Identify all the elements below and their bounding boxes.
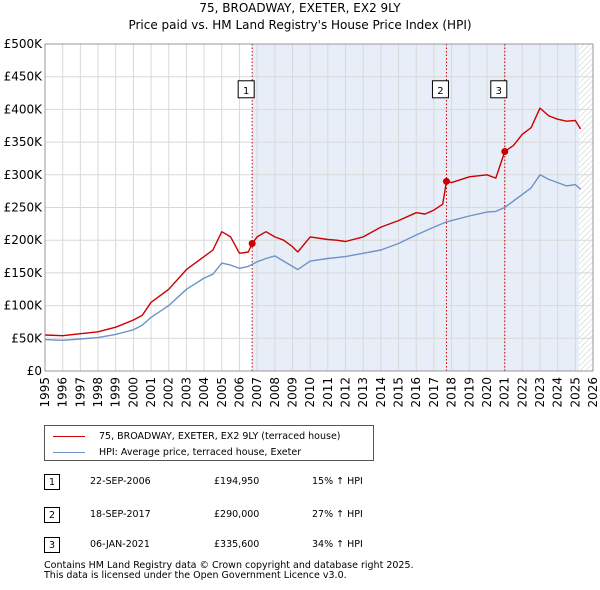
sale-hpi-change: 34% ↑ HPI xyxy=(312,539,363,550)
x-tick-label: 1997 xyxy=(73,377,87,408)
y-tick-label: £50K xyxy=(11,331,43,345)
legend-label-hpi: HPI: Average price, terraced house, Exet… xyxy=(99,446,302,458)
sale-number-box xyxy=(431,80,449,99)
y-tick-label: £100K xyxy=(4,299,44,313)
sale-date: 18-SEP-2017 xyxy=(90,509,151,520)
x-tick-label: 2005 xyxy=(215,377,229,408)
y-tick-label: £250K xyxy=(4,201,44,215)
x-tick-label: 2019 xyxy=(462,377,476,408)
sale-number-box xyxy=(237,80,255,99)
chart-subtitle: Price paid vs. HM Land Registry's House … xyxy=(128,18,471,32)
x-tick-label: 2026 xyxy=(586,377,600,408)
x-tick-label: 2000 xyxy=(126,377,140,408)
y-tick-label: £500K xyxy=(4,37,44,51)
sale-number-badge: 3 xyxy=(44,537,60,553)
legend-swatch-hpi xyxy=(53,451,85,453)
x-tick-label: 2003 xyxy=(179,377,193,408)
sale-row: 3 06-JAN-2021 £335,600 34% ↑ HPI xyxy=(44,535,384,555)
sale-point xyxy=(248,240,256,248)
sale-hpi-change: 27% ↑ HPI xyxy=(312,509,363,520)
x-tick-label: 2020 xyxy=(480,377,494,408)
chart: 75, BROADWAY, EXETER, EX2 9LY Price paid… xyxy=(4,1,600,408)
x-tick-label: 2022 xyxy=(515,377,529,408)
sale-row: 2 18-SEP-2017 £290,000 27% ↑ HPI xyxy=(44,505,384,525)
x-tick-label: 2001 xyxy=(144,377,158,408)
sale-date: 06-JAN-2021 xyxy=(90,539,150,550)
chart-title: 75, BROADWAY, EXETER, EX2 9LY xyxy=(199,1,401,15)
legend-item-hpi: HPI: Average price, terraced house, Exet… xyxy=(53,444,301,460)
x-tick-label: 2006 xyxy=(232,377,246,408)
x-tick-label: 2013 xyxy=(356,377,370,408)
x-tick-label: 2024 xyxy=(551,377,565,408)
sale-number-label: 1 xyxy=(243,86,249,97)
sale-point xyxy=(442,177,450,185)
legend-item-price: 75, BROADWAY, EXETER, EX2 9LY (terraced … xyxy=(53,428,341,444)
price-series-line xyxy=(44,107,582,337)
sale-number-badge: 2 xyxy=(44,507,60,523)
x-tick-label: 1999 xyxy=(109,377,123,408)
x-tick-label: 2025 xyxy=(568,377,582,408)
x-tick-label: 1995 xyxy=(38,377,52,408)
y-tick-label: £300K xyxy=(4,168,44,182)
x-tick-label: 2008 xyxy=(268,377,282,408)
sale-number-label: 2 xyxy=(437,86,443,97)
legend-label-price: 75, BROADWAY, EXETER, EX2 9LY (terraced … xyxy=(99,430,341,442)
footer-licence: This data is licensed under the Open Gov… xyxy=(44,570,347,581)
hpi-series-line xyxy=(44,174,582,341)
y-tick-label: £0 xyxy=(27,364,42,378)
x-tick-label: 2012 xyxy=(339,377,353,408)
sale-price: £335,600 xyxy=(214,539,260,550)
x-tick-label: 2014 xyxy=(374,377,388,408)
sale-hpi-change: 15% ↑ HPI xyxy=(312,476,363,487)
x-tick-label: 2017 xyxy=(427,377,441,408)
legend-swatch-price xyxy=(53,435,85,437)
x-tick-label: 2016 xyxy=(409,377,423,408)
y-tick-label: £350K xyxy=(4,135,44,149)
sale-price: £290,000 xyxy=(214,509,260,520)
sale-date: 22-SEP-2006 xyxy=(90,476,151,487)
x-tick-label: 2007 xyxy=(250,377,264,408)
x-tick-label: 2018 xyxy=(445,377,459,408)
legend: 75, BROADWAY, EXETER, EX2 9LY (terraced … xyxy=(44,425,374,461)
x-tick-label: 2023 xyxy=(533,377,547,408)
x-tick-label: 2002 xyxy=(162,377,176,408)
y-tick-label: £200K xyxy=(4,233,44,247)
y-tick-label: £400K xyxy=(4,102,44,116)
x-tick-label: 1998 xyxy=(91,377,105,408)
sale-point xyxy=(501,148,509,156)
plot-border xyxy=(44,43,594,372)
x-tick-label: 2010 xyxy=(303,377,317,408)
x-tick-label: 2015 xyxy=(392,377,406,408)
footer: Contains HM Land Registry data © Crown c… xyxy=(44,561,414,581)
x-tick-label: 1996 xyxy=(56,377,70,408)
sale-price: £194,950 xyxy=(214,476,260,487)
x-tick-label: 2004 xyxy=(197,377,211,408)
footer-copyright: Contains HM Land Registry data © Crown c… xyxy=(44,560,414,571)
y-tick-label: £150K xyxy=(4,266,44,280)
sale-row: 1 22-SEP-2006 £194,950 15% ↑ HPI xyxy=(44,472,384,492)
sale-number-box xyxy=(490,80,508,99)
x-tick-label: 2011 xyxy=(321,377,335,408)
x-tick-label: 2009 xyxy=(285,377,299,408)
sale-number-label: 3 xyxy=(496,86,502,97)
sale-number-badge: 1 xyxy=(44,474,60,490)
x-tick-label: 2021 xyxy=(498,377,512,408)
y-tick-label: £450K xyxy=(4,70,44,84)
